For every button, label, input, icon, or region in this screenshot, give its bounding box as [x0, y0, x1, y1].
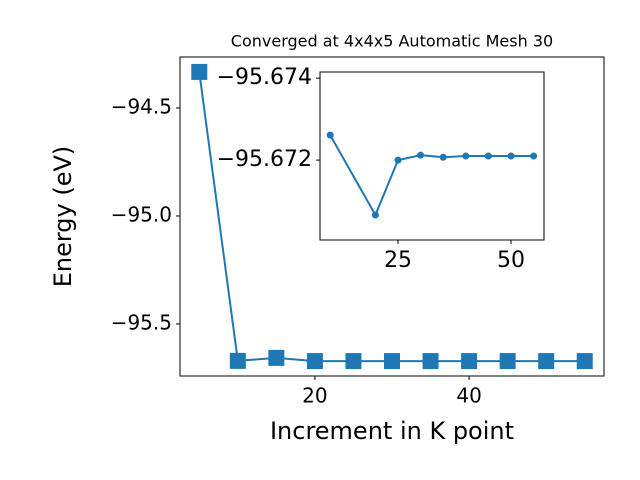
marker [268, 349, 285, 366]
y-tick-label: −94.5 [111, 94, 172, 118]
marker [394, 156, 402, 164]
marker [461, 353, 478, 370]
marker [306, 353, 323, 370]
x-tick-label: 25 [384, 248, 412, 273]
marker [417, 151, 425, 159]
marker [576, 353, 593, 370]
x-tick-label: 20 [302, 384, 327, 408]
marker [484, 152, 492, 160]
marker [439, 153, 447, 161]
y-tick-label: −95.5 [111, 310, 172, 334]
marker [422, 353, 439, 370]
y-tick-label: −95.0 [111, 202, 172, 226]
marker [371, 211, 379, 219]
x-tick-label: 50 [497, 248, 525, 273]
marker [507, 152, 515, 160]
marker [345, 353, 362, 370]
marker [229, 352, 246, 369]
marker [530, 152, 538, 160]
marker [326, 131, 334, 139]
x-tick-label: 40 [456, 384, 481, 408]
marker [462, 152, 470, 160]
y-tick-label: −95.674 [217, 65, 312, 90]
y-axis-label: Energy (eV) [49, 146, 77, 288]
x-axis-label: Increment in K point [270, 417, 514, 445]
marker [499, 353, 516, 370]
chart-title: Converged at 4x4x5 Automatic Mesh 30 [231, 32, 553, 51]
marker [384, 353, 400, 370]
y-tick-label: −95.672 [217, 147, 312, 172]
marker [538, 353, 555, 370]
marker [191, 63, 208, 80]
